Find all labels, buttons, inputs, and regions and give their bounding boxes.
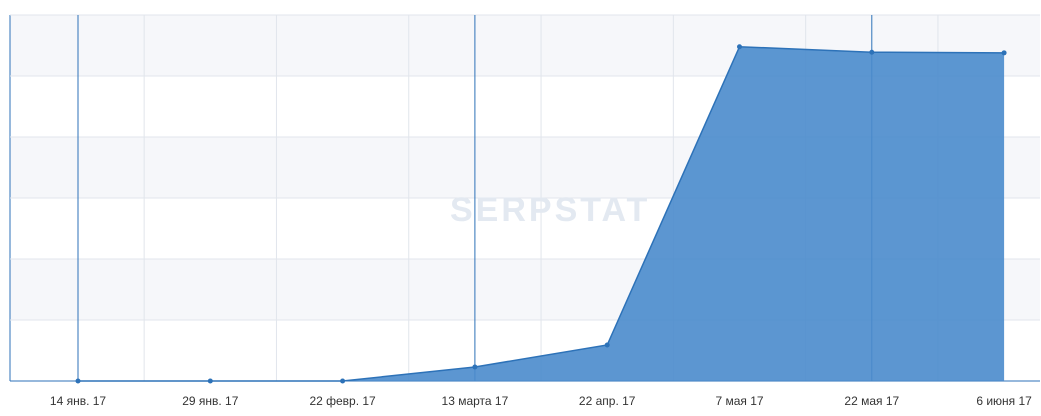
x-tick-label: 22 февр. 17 bbox=[309, 394, 376, 408]
point bbox=[75, 378, 81, 384]
point bbox=[737, 44, 742, 50]
point bbox=[207, 378, 213, 384]
point bbox=[1001, 50, 1007, 56]
x-tick-label: 6 июня 17 bbox=[976, 394, 1032, 408]
x-tick-label: 13 марта 17 bbox=[442, 394, 509, 408]
point bbox=[869, 49, 875, 55]
point bbox=[604, 342, 610, 348]
x-tick-label: 22 апр. 17 bbox=[579, 394, 636, 408]
line bbox=[78, 45, 1005, 382]
x-tick-label: 22 мая 17 bbox=[844, 394, 899, 408]
point bbox=[340, 378, 346, 384]
x-tick-label: 14 янв. 17 bbox=[50, 394, 107, 408]
watermark: SERPSTAT bbox=[450, 191, 650, 229]
x-tick-label: 7 мая 17 bbox=[715, 394, 763, 408]
area bbox=[78, 46, 1005, 381]
x-tick-label: 29 янв. 17 bbox=[182, 394, 239, 408]
point bbox=[472, 364, 478, 370]
